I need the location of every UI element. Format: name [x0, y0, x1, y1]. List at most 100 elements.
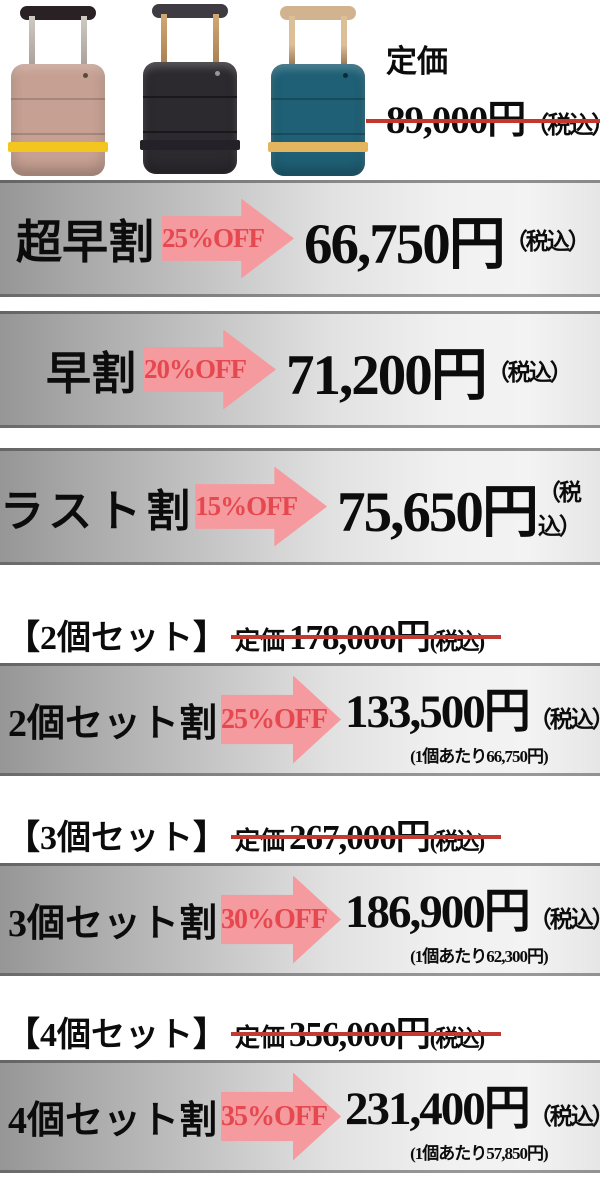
discount-percent: 20%OFF: [144, 354, 247, 384]
teal-suitcase-icon: [266, 6, 370, 178]
suitcase-pole: [81, 16, 87, 68]
discount-arrow-icon: 25%OFF: [221, 675, 342, 764]
suitcase-handle-grip: [152, 4, 228, 18]
spacer: [0, 1173, 600, 1190]
suitcase-body: [8, 64, 108, 176]
discount-arrow-icon: 30%OFF: [221, 875, 342, 964]
discount-percent: 30%OFF: [221, 903, 328, 935]
suitcase-pole: [29, 16, 35, 68]
tax-note: （税込）: [528, 1104, 600, 1129]
suitcase-seam: [11, 133, 105, 136]
suitcase-handle-grip: [280, 6, 356, 20]
discount-percent: 15%OFF: [195, 491, 298, 521]
set-header-label: 【4個セット】: [6, 1017, 227, 1054]
set2-discount-band: 2個セット割 25%OFF 133,500円（税込） (1個あたり66,750円…: [0, 663, 600, 776]
set-tier-label: 4個セット割: [8, 1100, 218, 1142]
set-price: 186,900円: [345, 886, 531, 938]
strikethrough-line: [231, 634, 502, 639]
discount-percent: 25%OFF: [221, 703, 328, 735]
tax-note: （税込）: [504, 228, 591, 254]
set-list-price: 定価 267,000円(税込): [231, 809, 502, 860]
suitcase-strap: [268, 142, 368, 153]
suitcase-seam: [11, 97, 105, 100]
set-list-price: 定価 178,000円(税込): [231, 609, 502, 660]
tax-note: (税込): [429, 829, 485, 854]
discount-percent: 25%OFF: [162, 223, 265, 253]
list-price-block: 定価 89,000円（税込）: [366, 36, 600, 145]
set4-header: 【4個セット】 定価 356,000円(税込): [0, 976, 600, 1060]
strikethrough-line: [231, 834, 502, 839]
tier-band-last: ラスト割 15%OFF 75,650円 （税込）: [0, 448, 600, 565]
list-price-label: 定価: [235, 628, 286, 655]
discount-percent: 35%OFF: [221, 1100, 328, 1132]
tier-band-early: 早割 20%OFF 71,200円 （税込）: [0, 311, 600, 428]
suitcase-body: [268, 64, 368, 176]
set-price: 133,500円: [345, 686, 531, 738]
suitcase-pole: [289, 16, 295, 68]
set4-discount-band: 4個セット割 35%OFF 231,400円（税込） (1個あたり57,850円…: [0, 1060, 600, 1173]
suitcase-seam: [271, 97, 365, 100]
list-price-label: 定価: [235, 1025, 286, 1052]
set3-discount-band: 3個セット割 30%OFF 186,900円（税込） (1個あたり62,300円…: [0, 863, 600, 976]
set-price-row: 231,400円（税込）: [345, 1069, 600, 1138]
suitcase-pole: [213, 14, 219, 66]
list-price-label: 定価: [386, 44, 448, 79]
tax-note: （税込）: [525, 113, 600, 139]
per-unit-note: (1個あたり57,850円): [410, 1144, 549, 1163]
strikethrough-line: [231, 1031, 502, 1036]
tier-price: 75,650円: [337, 480, 539, 544]
tier-label: ラスト割: [0, 486, 196, 536]
suitcase-pole: [161, 14, 167, 66]
set-price-row: 133,500円（税込）: [345, 672, 600, 741]
spacer: [0, 297, 600, 311]
set-price: 231,400円: [345, 1083, 531, 1135]
discount-arrow-icon: 35%OFF: [221, 1072, 342, 1161]
discount-arrow-icon: 25%OFF: [162, 198, 294, 279]
discount-arrow-icon: 15%OFF: [195, 466, 328, 547]
per-unit-note: (1個あたり66,750円): [410, 747, 549, 766]
set-tier-label: 2個セット割: [8, 703, 218, 745]
tax-note: （税込）: [528, 907, 600, 932]
set-price-group: 231,400円（税込） (1個あたり57,850円): [345, 1069, 600, 1164]
suitcase-logo-dot: [343, 73, 348, 78]
tax-note: (税込): [429, 1026, 485, 1051]
per-unit-note: (1個あたり62,300円): [410, 947, 549, 966]
tax-note: （税込）: [528, 707, 600, 732]
suitcase-strap: [8, 142, 108, 153]
strikethrough-line: [366, 119, 600, 124]
tier-label: 早割: [46, 349, 137, 399]
list-price-row: 89,000円（税込）: [366, 89, 600, 145]
spacer: [0, 428, 600, 448]
suitcase-seam: [143, 95, 237, 98]
set-list-price: 定価 356,000円(税込): [231, 1006, 502, 1057]
suitcase-strap: [140, 140, 240, 151]
set-header-label: 【3個セット】: [6, 820, 227, 857]
suitcase-seam: [271, 133, 365, 136]
list-price-label: 定価: [235, 828, 286, 855]
pink-suitcase-icon: [6, 6, 110, 178]
tax-note: （税込）: [486, 359, 573, 385]
set2-header: 【2個セット】 定価 178,000円(税込): [0, 565, 600, 663]
tier-label: 超早割: [16, 216, 154, 268]
set-price-group: 133,500円（税込） (1個あたり66,750円): [345, 672, 600, 767]
tier-band-super-early: 超早割 25%OFF 66,750円 （税込）: [0, 180, 600, 297]
set-header-label: 【2個セット】: [6, 620, 227, 657]
suitcase-pole: [341, 16, 347, 68]
tier-price: 71,200円: [286, 343, 488, 407]
suitcase-logo-dot: [83, 73, 88, 78]
suitcase-handle-grip: [20, 6, 96, 20]
set3-header: 【3個セット】 定価 267,000円(税込): [0, 776, 600, 863]
suitcase-body: [140, 62, 240, 174]
suitcase-seam: [143, 131, 237, 134]
set-price-group: 186,900円（税込） (1個あたり62,300円): [345, 872, 600, 967]
set-price-row: 186,900円（税込）: [345, 872, 600, 941]
set-tier-label: 3個セット割: [8, 903, 218, 945]
product-photo-section: 定価 89,000円（税込）: [0, 0, 600, 180]
black-suitcase-icon: [138, 4, 242, 176]
tier-price: 66,750円: [304, 212, 506, 276]
tax-note: （税込）: [537, 479, 582, 539]
discount-arrow-icon: 20%OFF: [144, 329, 277, 410]
tax-note: (税込): [429, 629, 485, 654]
suitcase-logo-dot: [215, 71, 220, 76]
